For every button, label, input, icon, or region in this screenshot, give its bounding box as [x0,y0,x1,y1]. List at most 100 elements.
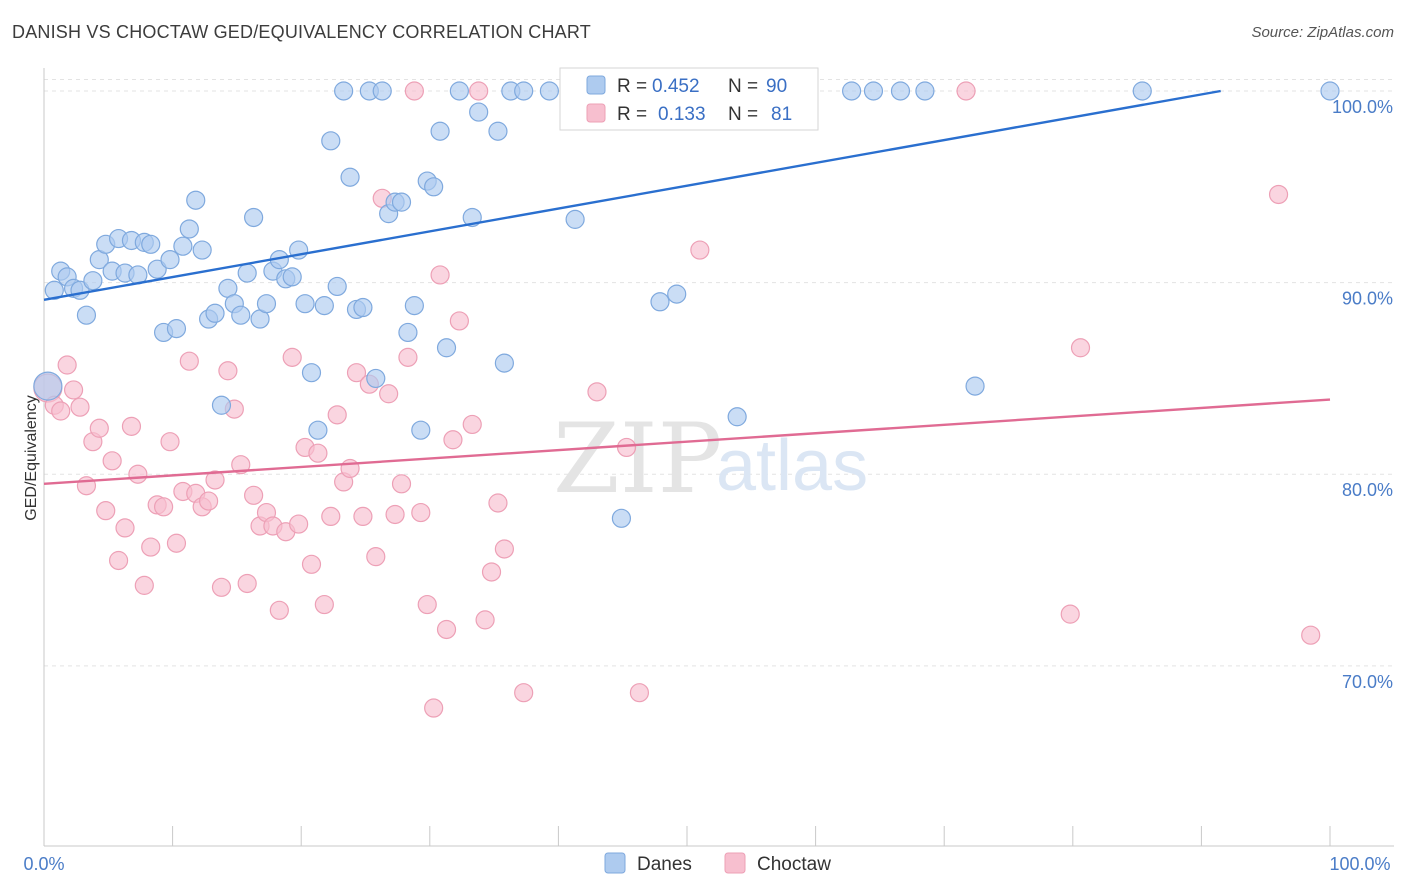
stats-legend: R = 0.452 N = 90 R = 0.133 N = 81 [559,67,819,131]
danes-point [301,363,322,383]
choctaw-point [411,502,431,523]
danes-point [667,284,687,304]
danes-point [915,81,935,101]
choctaw-point [629,683,650,703]
danes-point [44,280,64,300]
danes-point [1320,81,1340,101]
choctaw-point [211,577,232,597]
danes-point [539,81,559,101]
choctaw-point [308,443,328,463]
choctaw-point [179,351,199,371]
danes-point [321,131,341,151]
choctaw-point [424,698,444,718]
danes-point [565,209,585,229]
choctaw-point [70,397,90,417]
danes-point [1132,81,1152,101]
choctaw-point [301,554,322,574]
choctaw-point [321,506,341,527]
y-tick-label: 70.0% [1342,672,1393,692]
choctaw-point [398,347,418,367]
danes-point [965,376,985,396]
danes-point [514,81,534,101]
y-axis-title: GED/Equivalency [23,395,40,520]
choctaw-point [57,355,77,375]
danes-point [353,297,373,318]
danes-point [398,322,418,343]
choctaw-point [488,493,508,513]
choctaw-point [108,550,129,571]
stats-legend-n-label-danes: N = [728,76,758,97]
danes-point [411,420,431,440]
danes-point [147,259,167,279]
danes-point [366,368,386,389]
choctaw-point [199,491,219,511]
choctaw-point [231,455,251,475]
danes-point [231,305,251,325]
chart-source: Source: ZipAtlas.com [1251,24,1394,41]
choctaw-point [449,311,469,331]
trend-lines [43,89,1331,486]
danes-point [449,81,469,101]
choctaw-point [1301,625,1321,645]
danes-point [141,234,161,254]
choctaw-point [379,384,399,404]
danes-point [295,294,315,314]
x-ticks [43,826,1331,846]
choctaw-point [96,501,116,521]
choctaw-point [121,416,142,436]
stats-legend-r-label-danes: R = [617,76,647,97]
danes-point [186,190,206,210]
choctaw-point [102,451,122,471]
danes-point [469,102,489,122]
choctaw-point [128,464,148,484]
choctaw-point [1070,338,1091,358]
watermark: ZIP atlas [553,403,868,515]
choctaw-point [346,363,367,383]
danes-point [282,267,302,287]
danes-point [192,240,212,260]
choctaw-point [366,547,386,567]
danes-point [494,353,514,373]
danes-point [173,236,193,256]
danes-point [842,81,862,101]
danes-points [33,81,1340,528]
choctaw-point [475,610,495,630]
danes-point [160,250,180,270]
danes-point [611,508,632,528]
choctaw-point [1268,184,1289,205]
choctaw-point [153,497,174,517]
axes [43,68,1394,847]
choctaw-point [218,361,238,381]
choctaw-point [89,418,109,438]
choctaw-point [391,474,412,494]
stats-legend-n-label-choctaw: N = [728,104,758,125]
choctaw-point [956,81,976,101]
y-tick-label: 80.0% [1342,480,1393,500]
danes-point [890,81,911,101]
danes-point [211,395,232,415]
choctaw-point [481,562,502,582]
choctaw-point [417,594,437,615]
danes-point [237,263,257,283]
danes-point [436,338,457,358]
choctaw-point [269,600,289,620]
choctaw-point [353,506,373,527]
danes-point [244,207,264,228]
watermark-atlas: atlas [716,426,868,506]
choctaw-trend-line [43,398,1331,486]
choctaw-point [160,432,180,452]
choctaw-point [616,437,637,458]
choctaw-point [327,405,347,425]
choctaw-point [404,81,424,101]
danes-point [430,121,450,141]
danes-point [488,121,508,141]
danes-point [727,407,747,427]
danes-point [391,192,412,212]
choctaw-point [443,430,463,450]
chart-title: DANISH VS CHOCTAW GED/EQUIVALENCY CORREL… [12,22,591,42]
danes-point [83,271,103,291]
x-tick-label-max: 100.0% [1329,854,1390,874]
danes-point [256,294,277,314]
choctaw-point [385,504,405,525]
